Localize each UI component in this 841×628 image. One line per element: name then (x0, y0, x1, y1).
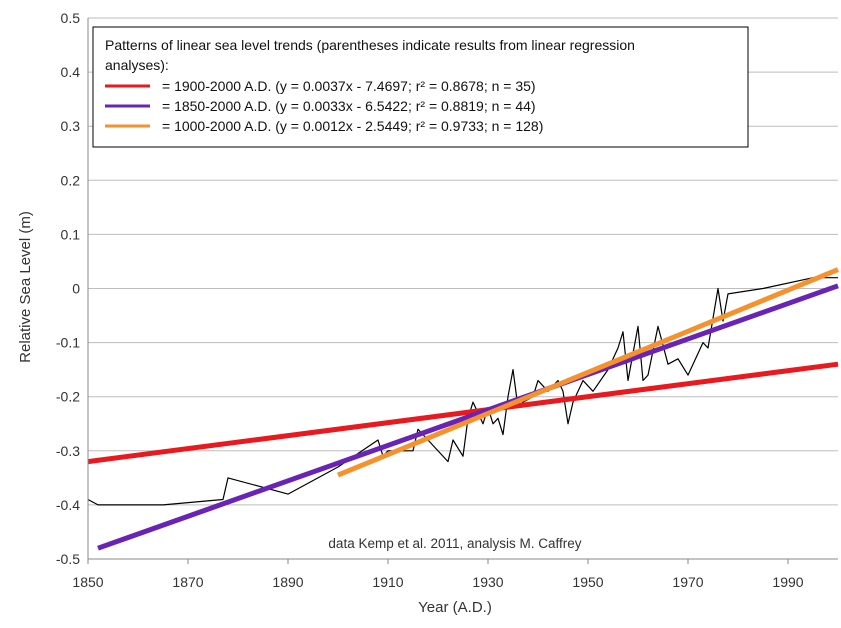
legend-entries: = 1900-2000 A.D. (y = 0.0037x - 7.4697; … (105, 78, 543, 134)
axes (87, 18, 838, 564)
trend-line-2 (97, 283, 839, 551)
y-tick-label: 0.1 (61, 226, 81, 242)
x-axis-title: Year (A.D.) (418, 599, 492, 616)
x-tick-label: 1850 (72, 574, 103, 590)
y-tick-label: -0.3 (56, 443, 80, 459)
y-tick-label: 0.2 (61, 172, 81, 188)
x-tick-label: 1950 (572, 574, 603, 590)
y-tick-label: -0.2 (56, 389, 80, 405)
legend: Patterns of linear sea level trends (par… (92, 26, 749, 148)
legend-title-line-2: analyses): (105, 57, 169, 73)
y-tick-label: -0.1 (56, 335, 80, 351)
x-tick-label: 1970 (672, 574, 703, 590)
y-tick-labels: 0.5 0.4 0.3 0.2 0.1 0 -0.1 -0.2 -0.3 -0.4 -0.5 (56, 10, 80, 567)
plot-series (87, 267, 839, 551)
x-tick-label: 1910 (372, 574, 403, 590)
trend-line-3 (337, 267, 839, 478)
x-tick-labels: 1850 1870 1890 1910 1930 1950 1970 1990 (72, 574, 803, 590)
sea-level-data-line (87, 277, 838, 506)
legend-entry-label: = 1850-2000 A.D. (y = 0.0033x - 6.5422; … (162, 98, 536, 114)
legend-entry-label: = 1900-2000 A.D. (y = 0.0037x - 7.4697; … (162, 78, 536, 94)
y-tick-label: 0.3 (61, 118, 81, 134)
y-tick-label: 0 (72, 281, 80, 297)
y-tick-label: -0.4 (56, 497, 80, 513)
x-tick-label: 1990 (772, 574, 803, 590)
y-tick-label: 0.4 (61, 64, 81, 80)
legend-entry-label: = 1000-2000 A.D. (y = 0.0012x - 2.5449; … (162, 118, 543, 134)
trend-line-1 (87, 361, 839, 465)
legend-title-line-1: Patterns of linear sea level trends (par… (105, 37, 635, 53)
y-tick-label: 0.5 (61, 10, 81, 26)
y-axis-title: Relative Sea Level (m) (17, 211, 34, 363)
legend-box (92, 26, 749, 148)
source-annotation: data Kemp et al. 2011, analysis M. Caffr… (328, 536, 581, 551)
x-tick-label: 1890 (272, 574, 303, 590)
x-tick-label: 1930 (472, 574, 503, 590)
y-tick-label: -0.5 (56, 551, 80, 567)
x-tick-label: 1870 (172, 574, 203, 590)
